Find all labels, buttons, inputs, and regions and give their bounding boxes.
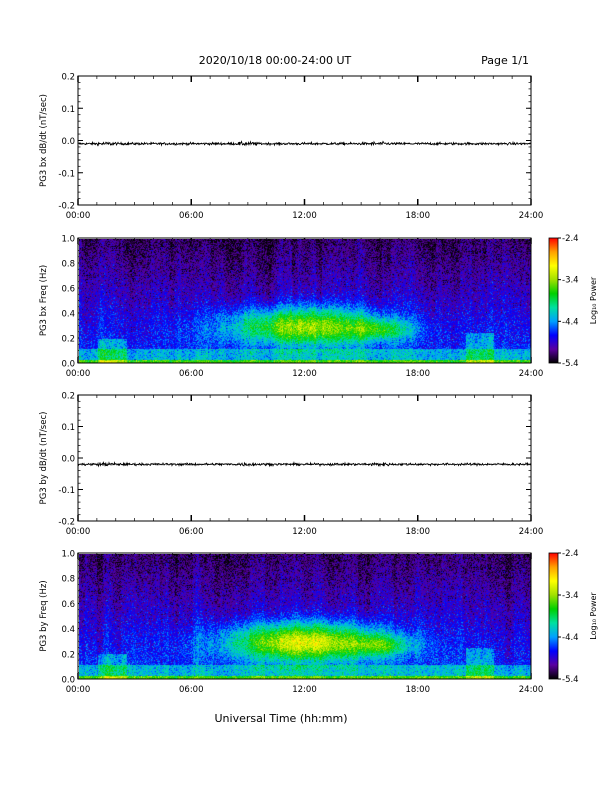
y-tick-label: 0.1 xyxy=(61,105,75,115)
x-tick-label: 18:00 xyxy=(406,369,431,379)
panel-1: 0.2 0.1 0.0 -0.1 -0.200:00 06:00 12:00 18:00 24:… xyxy=(39,73,543,222)
x-tick-label: 24:00 xyxy=(519,369,544,379)
y-tick-label: 0.2 xyxy=(61,73,75,83)
x-tick-label: 00:00 xyxy=(66,685,91,695)
x-tick-label: 18:00 xyxy=(406,685,431,695)
panel-2: 1.0 0.8 0.6 0.4 0.2 0.000:00 06:00 12:00 18:00 24… xyxy=(39,234,598,379)
colorbar-tick-label: -2.4 xyxy=(562,549,579,559)
x-tick-label: 06:00 xyxy=(179,211,204,221)
y-tick-label: 0.6 xyxy=(61,285,75,295)
panels-group: 0.20.10.0-0.1-0.200:00 06:00 12:00 18:00 24:… xyxy=(39,73,598,696)
colorbar-tick-label: -2.4 xyxy=(562,234,579,244)
panel-3: 0.2 0.1 0.0 -0.1 -0.200:00 06:00 12:00 18:00 24:… xyxy=(39,392,543,538)
series-line xyxy=(77,460,532,468)
colorbar-title: Log₁₀ Power xyxy=(589,592,598,640)
y-tick-label: -0.2 xyxy=(58,202,75,212)
plot-frame-overlay xyxy=(77,552,532,680)
page-title: 2020/10/18 00:00-24:00 UT xyxy=(199,54,352,67)
x-tick-label: 24:00 xyxy=(519,211,544,221)
y-tick-label: 0.0 xyxy=(61,676,75,686)
colorbar xyxy=(548,552,559,680)
spectrogram-image xyxy=(78,238,531,363)
colorbar-tick-label: -5.4 xyxy=(562,675,579,685)
y-axis-title: PG3 bx Freq (Hz) xyxy=(39,265,49,336)
x-tick-label: 18:00 xyxy=(406,211,431,221)
colorbar-tick-label: -3.4 xyxy=(562,591,579,601)
plot-frame-overlay xyxy=(77,237,532,364)
plot-frame xyxy=(77,394,532,522)
y-tick-label: 0.0 xyxy=(61,455,75,465)
y-tick-label: 0.8 xyxy=(61,260,75,270)
y-tick-label: 1.0 xyxy=(61,550,75,560)
y-tick-label: 0.2 xyxy=(61,335,75,345)
y-tick-label: 0.2 xyxy=(61,650,75,660)
x-tick-label: 12:00 xyxy=(292,211,317,221)
y-tick-label: -0.1 xyxy=(58,486,75,496)
x-tick-label: 06:00 xyxy=(179,369,204,379)
x-tick-label: 24:00 xyxy=(519,527,544,537)
y-tick-label: 0.1 xyxy=(61,423,75,433)
x-tick-label: 24:00 xyxy=(519,685,544,695)
colorbar-title: Log₁₀ Power xyxy=(589,276,598,324)
y-tick-label: 0.4 xyxy=(61,310,75,320)
x-tick-label: 00:00 xyxy=(66,211,91,221)
series-line xyxy=(77,140,532,147)
x-tick-label: 12:00 xyxy=(292,685,317,695)
x-tick-label: 18:00 xyxy=(406,527,431,537)
x-tick-label: 06:00 xyxy=(179,527,204,537)
colorbar-tick-label: -4.4 xyxy=(562,317,579,327)
colorbar-tick-label: -3.4 xyxy=(562,276,579,286)
page-number-label: Page 1/1 xyxy=(481,54,529,67)
y-axis-title: PG3 bx dB/dt (nT/sec) xyxy=(39,94,49,187)
y-axis-title: PG3 by Freq (Hz) xyxy=(39,580,49,651)
y-tick-label: 0.2 xyxy=(61,392,75,402)
colorbar-tick-label: -4.4 xyxy=(562,633,579,643)
plot-frame xyxy=(77,237,532,364)
plot-frame xyxy=(77,75,532,206)
x-tick-label: 00:00 xyxy=(66,527,91,537)
y-tick-label: 0.0 xyxy=(61,360,75,370)
x-tick-label: 06:00 xyxy=(179,685,204,695)
y-tick-label: -0.2 xyxy=(58,518,75,528)
x-tick-label: 12:00 xyxy=(292,369,317,379)
plot-frame xyxy=(77,552,532,680)
y-axis-title: PG3 by dB/dt (nT/sec) xyxy=(39,412,49,505)
spectrogram-image xyxy=(78,553,531,679)
y-tick-label: 0.6 xyxy=(61,600,75,610)
x-axis-title: Universal Time (hh:mm) xyxy=(215,712,348,725)
x-tick-label: 00:00 xyxy=(66,369,91,379)
y-tick-label: 0.4 xyxy=(61,625,75,635)
y-tick-label: -0.1 xyxy=(58,169,75,179)
y-tick-label: 1.0 xyxy=(61,235,75,245)
y-tick-label: 0.0 xyxy=(61,137,75,147)
x-tick-label: 12:00 xyxy=(292,527,317,537)
colorbar-tick-label: -5.4 xyxy=(562,359,579,369)
y-tick-label: 0.8 xyxy=(61,575,75,585)
panel-4: 1.0 0.8 0.6 0.4 0.2 0.000:00 06:00 12:00 18:00 24… xyxy=(39,549,598,695)
colorbar xyxy=(548,237,559,364)
